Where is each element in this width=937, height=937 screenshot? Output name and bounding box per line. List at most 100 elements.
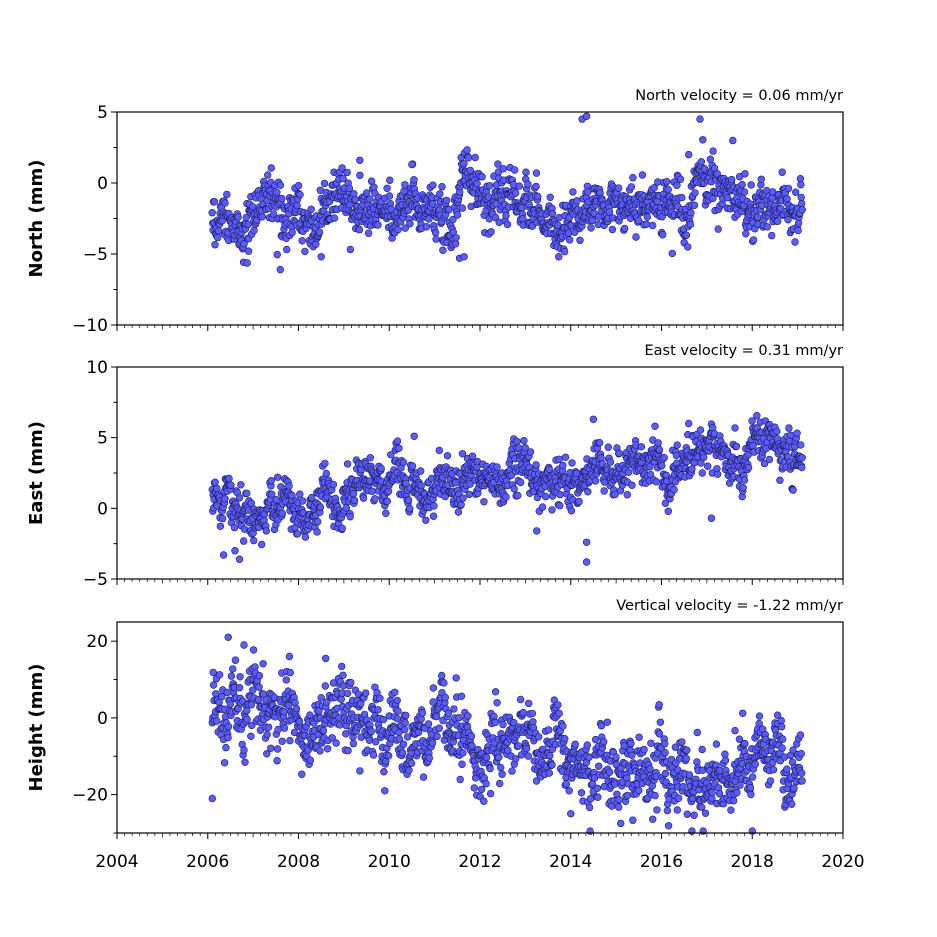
height-data-point: [428, 739, 437, 747]
north-data-point: [643, 213, 651, 221]
east-data-point: [688, 465, 696, 473]
east-data-point: [219, 514, 227, 523]
height-data-point: [298, 770, 306, 778]
east-data-point: [615, 449, 623, 457]
north-data-point: [798, 206, 806, 214]
height-data-point: [482, 753, 491, 762]
height-data-point: [438, 671, 446, 680]
height-data-point: [255, 671, 264, 680]
north-y-tick-label: −10: [72, 316, 108, 336]
height-data-point: [381, 787, 389, 795]
east-data-point: [346, 512, 354, 521]
north-data-point: [356, 171, 364, 180]
height-data-point: [498, 770, 506, 778]
north-data-point: [453, 211, 462, 219]
height-data-point: [247, 732, 255, 740]
east-data-point: [272, 496, 280, 504]
height-data-point: [399, 740, 408, 748]
height-data-point: [267, 744, 275, 752]
north-data-point: [503, 220, 512, 229]
height-data-point: [231, 656, 240, 664]
north-data-points: [208, 112, 806, 274]
east-data-point: [430, 502, 438, 510]
east-y-tick-label: 0: [97, 499, 108, 519]
north-data-point: [697, 158, 705, 166]
east-data-point: [267, 477, 275, 485]
north-data-point: [632, 233, 640, 241]
north-data-point: [401, 224, 409, 232]
north-data-point: [320, 179, 329, 188]
height-data-point: [224, 733, 232, 742]
east-velocity-title: East velocity = 0.31 mm/yr: [644, 343, 843, 359]
east-data-point: [670, 485, 678, 494]
height-y-tick-label: 20: [86, 632, 108, 652]
height-data-point: [656, 718, 665, 726]
north-data-point: [686, 220, 695, 229]
height-outlier-point: [567, 810, 575, 818]
north-data-point: [383, 184, 391, 193]
height-data-point: [486, 764, 494, 773]
north-data-point: [784, 216, 792, 224]
north-data-point: [642, 220, 651, 229]
east-outlier-point: [219, 551, 228, 559]
height-data-point: [555, 709, 563, 718]
height-data-point: [467, 732, 476, 740]
east-data-point: [422, 516, 430, 524]
north-y-tick-label: 5: [97, 103, 108, 123]
height-data-point: [393, 696, 401, 705]
height-data-point: [259, 660, 267, 668]
height-data-point: [435, 724, 443, 732]
north-data-point: [588, 216, 596, 225]
north-data-point: [221, 199, 229, 207]
height-data-point: [374, 706, 382, 714]
north-data-point: [370, 183, 378, 191]
east-data-point: [237, 481, 245, 489]
east-data-point: [526, 448, 535, 456]
north-data-point: [422, 223, 431, 231]
height-data-point: [347, 678, 355, 687]
height-data-point: [599, 737, 608, 746]
north-data-point: [502, 211, 510, 220]
east-data-point: [313, 528, 321, 536]
north-data-point: [778, 168, 786, 176]
north-outlier-point: [276, 265, 284, 274]
height-data-point: [213, 717, 221, 725]
height-data-point: [236, 673, 244, 681]
height-data-point: [646, 765, 654, 773]
north-data-point: [687, 208, 695, 217]
north-data-point: [676, 175, 685, 183]
height-data-point: [678, 738, 686, 746]
height-data-point: [544, 726, 553, 734]
height-y-tick-label: 0: [97, 709, 108, 729]
north-data-point: [385, 192, 394, 200]
east-data-point: [408, 462, 417, 470]
height-data-point: [755, 712, 764, 720]
height-data-point: [615, 795, 623, 804]
height-data-point: [477, 785, 486, 794]
x-axis-year-labels: 2004 2006 2008 2010 2012 2014 2016 2018 2020: [95, 852, 864, 872]
x-tick-label: 2008: [277, 852, 320, 872]
height-data-point: [778, 744, 786, 752]
north-data-point: [797, 181, 805, 189]
height-data-point: [647, 739, 655, 747]
east-data-point: [350, 496, 359, 505]
height-data-point: [790, 784, 798, 792]
east-data-point: [465, 490, 473, 499]
north-outlier-point: [460, 253, 468, 261]
east-data-point: [225, 474, 233, 483]
height-data-point: [796, 731, 805, 739]
north-data-point: [515, 182, 523, 190]
height-data-point: [393, 714, 402, 723]
height-data-point: [278, 737, 286, 745]
north-data-point: [364, 229, 373, 237]
height-data-point: [401, 725, 409, 734]
north-data-point: [648, 221, 657, 230]
height-data-point: [594, 793, 602, 801]
north-data-point: [296, 191, 304, 199]
height-data-point: [356, 767, 364, 775]
east-data-point: [548, 506, 556, 514]
height-data-point: [635, 786, 643, 795]
north-data-point: [573, 197, 581, 205]
height-data-point: [778, 735, 787, 743]
height-data-point: [777, 722, 786, 731]
